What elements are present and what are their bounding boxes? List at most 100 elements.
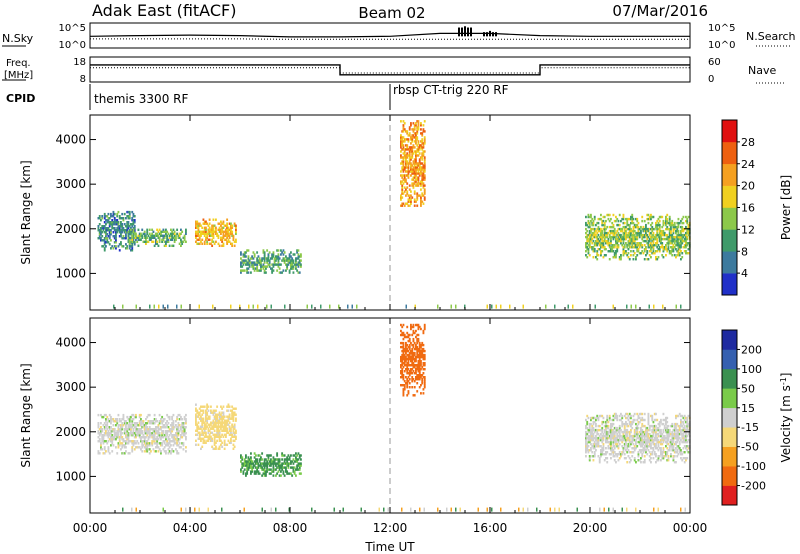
power-echo-cell [296, 263, 299, 266]
power-echo-cell [415, 150, 417, 153]
power-echo-cell [155, 242, 157, 246]
velocity-echo-cell [287, 464, 290, 467]
power-echo-cell [403, 176, 406, 179]
power-echo-cell [415, 154, 417, 157]
power-echo-cell [98, 215, 101, 218]
power-echo-cell [603, 221, 606, 225]
power-echo-cell [163, 234, 166, 238]
power-echo-cell [113, 227, 116, 230]
power-echo-cell [605, 233, 607, 237]
power-echo-cell [403, 148, 406, 151]
velocity-echo-cell [422, 347, 425, 351]
velocity-echo-cell [116, 418, 119, 421]
velocity-echo-cell [631, 426, 634, 430]
power-echo-cell [592, 227, 595, 231]
velocity-echo-cell [153, 422, 156, 425]
velocity-echo-cell [201, 413, 204, 416]
velocity-echo-cell [268, 462, 271, 465]
velocity-echo-cell [256, 470, 259, 473]
power-echo-cell [155, 240, 157, 244]
power-echo-cell [681, 217, 684, 221]
power-echo-cell [590, 246, 592, 249]
velocity-echo-cell [233, 427, 236, 430]
power-echo-cell [415, 178, 417, 181]
velocity-echo-cell [102, 434, 105, 437]
velocity-echo-cell [605, 453, 607, 456]
velocity-echo-cell [271, 460, 274, 463]
velocity-echo-cell [632, 451, 635, 454]
power-echo-cell [111, 245, 114, 248]
velocity-echo-cell [651, 447, 654, 450]
velocity-echo-cell [657, 432, 660, 436]
power-echo-cell [671, 254, 674, 257]
velocity-echo-cell [131, 418, 134, 421]
power-echo-cell [400, 162, 402, 165]
velocity-echo-cell [407, 357, 410, 361]
velocity-echo-cell [663, 418, 666, 422]
power-echo-cell [636, 217, 639, 221]
power-echo-cell [636, 225, 639, 229]
power-echo-cell [607, 213, 610, 217]
velocity-echo-cell [132, 444, 135, 447]
velocity-echo-cell [667, 428, 670, 432]
velocity-echo-cell [161, 434, 164, 437]
velocity-echo-cell [678, 451, 681, 454]
velocity-echo-cell [668, 445, 671, 448]
power-echo-cell [231, 244, 234, 248]
power-echo-cell [641, 215, 644, 219]
power-echo-cell [585, 246, 587, 249]
power-echo-cell [633, 252, 636, 255]
velocity-echo-cell [595, 428, 597, 432]
velocity-echo-cell [262, 464, 265, 467]
velocity-echo-cell [175, 424, 177, 427]
velocity-echo-cell [207, 431, 210, 435]
power-echo-cell [146, 228, 149, 232]
power-echo-cell [275, 257, 277, 260]
velocity-echo-cell [586, 432, 589, 436]
velocity-echo-cell [415, 347, 417, 351]
velocity-echo-cell [612, 451, 615, 454]
power-echo-cell [602, 215, 605, 219]
power-echo-cell [617, 231, 620, 235]
velocity-echo-cell [585, 447, 587, 450]
power-ground-cell [491, 304, 493, 309]
velocity-echo-cell [416, 337, 419, 341]
power-echo-cell [283, 257, 286, 260]
power-echo-cell [586, 237, 589, 241]
power-echo-cell [410, 164, 412, 167]
velocity-echo-cell [132, 432, 135, 435]
velocity-echo-cell [413, 357, 416, 361]
velocity-echo-cell [196, 429, 199, 433]
power-echo-cell [416, 148, 419, 151]
power-echo-cell [677, 254, 680, 257]
power-echo-cell [422, 144, 425, 147]
power-colorbar-segment [722, 273, 737, 296]
velocity-echo-cell [666, 432, 669, 436]
velocity-echo-cell [268, 454, 271, 457]
power-echo-cell [646, 233, 649, 237]
velocity-echo-cell [108, 420, 111, 423]
power-echo-cell [641, 237, 644, 241]
power-echo-cell [128, 240, 131, 244]
velocity-echo-cell [417, 347, 420, 351]
velocity-echo-cell [180, 446, 182, 449]
velocity-echo-cell [410, 359, 412, 363]
velocity-echo-cell [110, 420, 112, 423]
power-echo-cell [588, 235, 591, 239]
power-echo-cell [230, 226, 232, 230]
power-echo-cell [672, 239, 675, 243]
power-echo-cell [633, 237, 636, 241]
power-echo-cell [123, 237, 126, 240]
power-echo-cell [225, 234, 227, 238]
power-echo-cell [423, 130, 426, 133]
power-echo-cell [622, 213, 625, 217]
velocity-echo-cell [272, 460, 275, 463]
velocity-echo-cell [295, 460, 297, 463]
power-echo-cell [416, 164, 419, 167]
power-echo-cell [406, 186, 409, 189]
power-echo-cell [601, 242, 604, 245]
power-echo-cell [125, 237, 127, 240]
velocity-echo-cell [403, 362, 406, 365]
power-echo-cell [212, 218, 215, 221]
velocity-echo-cell [618, 432, 621, 436]
